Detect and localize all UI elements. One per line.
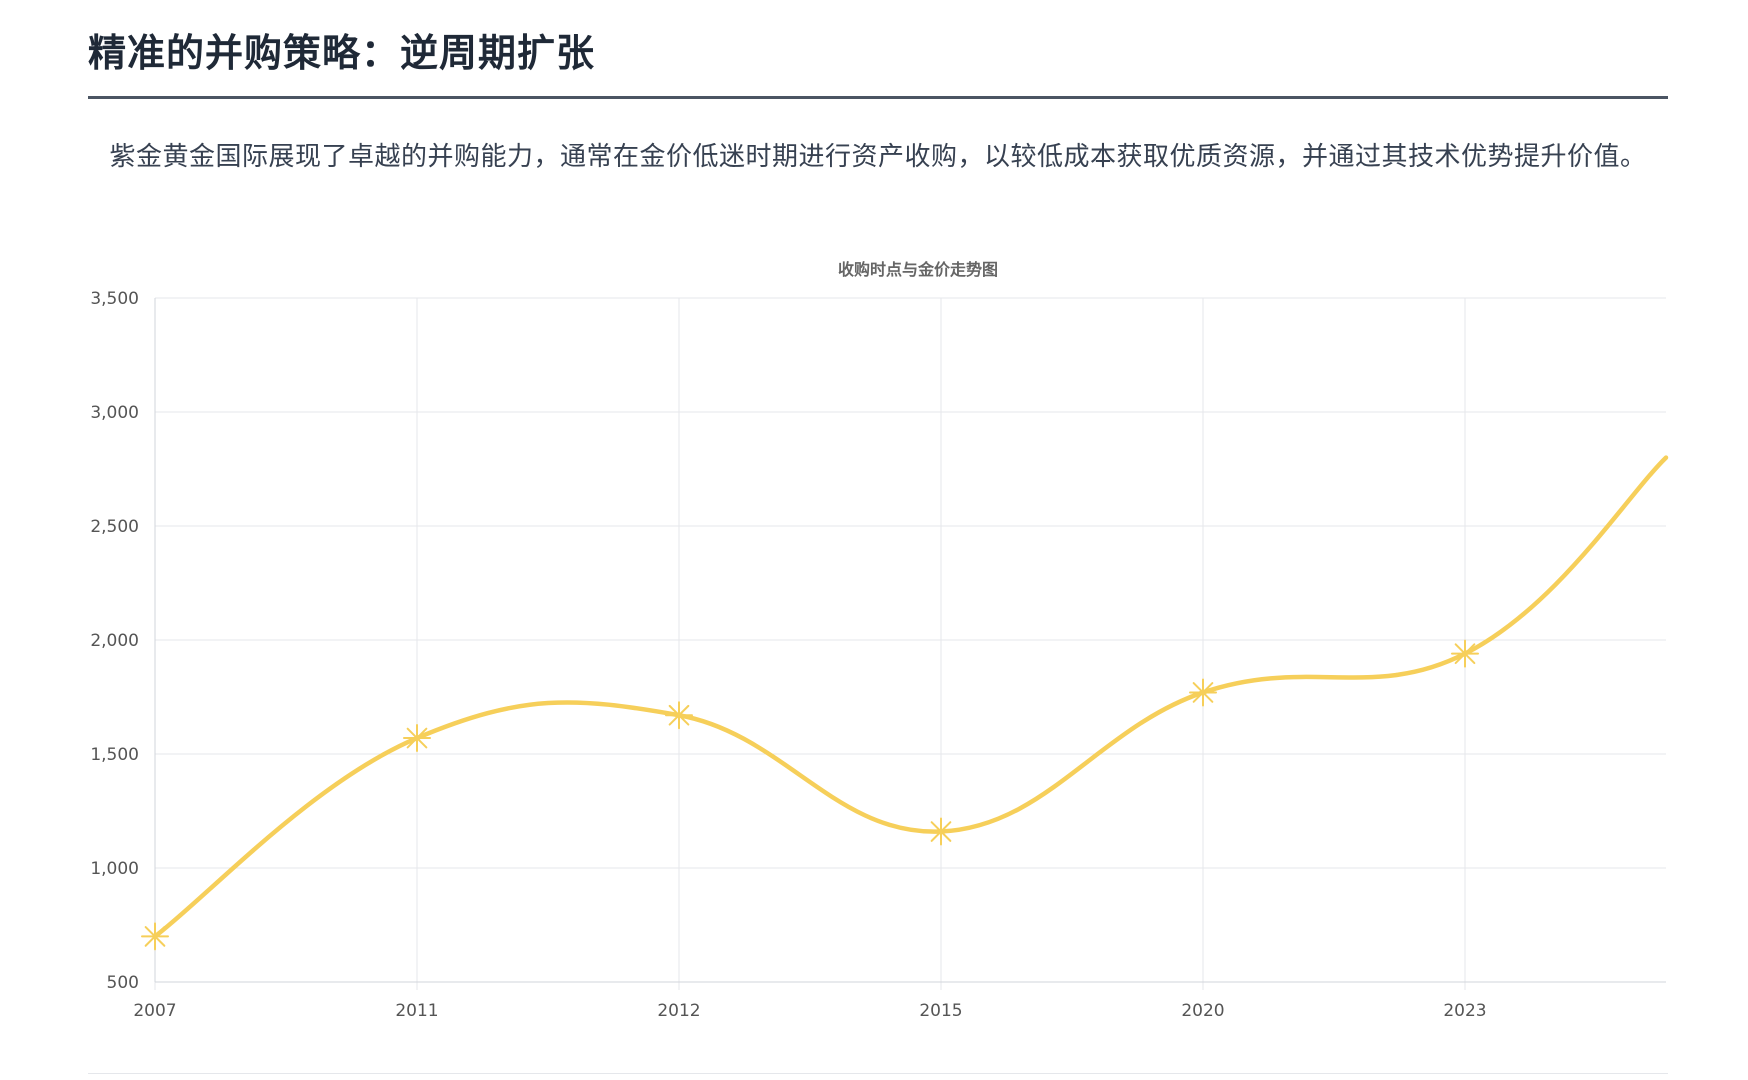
chart-markers	[141, 639, 1479, 951]
y-tick-label: 2,000	[90, 631, 139, 651]
gold-price-line	[152, 455, 1669, 939]
x-tick-label: 2023	[1443, 1001, 1486, 1021]
data-point-marker	[927, 817, 955, 846]
section-description: 紫金黄金国际展现了卓越的并购能力，通常在金价低迷时期进行资产收购，以较低成本获取…	[109, 142, 1647, 172]
chart-title: 收购时点与金价走势图	[838, 260, 998, 279]
y-tick-label: 2,500	[90, 517, 139, 537]
y-tick-label: 3,500	[90, 289, 139, 309]
x-tick-label: 2020	[1181, 1001, 1224, 1021]
chart-series	[152, 455, 1669, 939]
chart-grid	[154, 297, 1666, 990]
x-tick-label: 2012	[657, 1001, 700, 1021]
y-tick-label: 3,000	[90, 403, 139, 423]
chart-axes: 500 1,000 1,500 2,000 2,500 3,000 3,500 2007 201…	[90, 289, 1666, 1021]
title-divider	[88, 96, 1668, 99]
data-point-marker	[1189, 678, 1217, 707]
data-point-marker	[403, 724, 431, 753]
section-title: 精准的并购策略：逆周期扩张	[88, 31, 596, 75]
y-tick-label: 1,500	[90, 745, 139, 765]
y-tick-label: 1,000	[90, 859, 139, 879]
data-point-marker	[141, 922, 169, 951]
y-tick-label: 500	[107, 973, 139, 993]
data-point-marker	[1451, 639, 1479, 668]
x-tick-label: 2007	[133, 1001, 176, 1021]
x-tick-label: 2011	[395, 1001, 438, 1021]
x-tick-label: 2015	[919, 1001, 962, 1021]
acquisition-strategy-section: 精准的并购策略：逆周期扩张 紫金黄金国际展现了卓越的并购能力，通常在金价低迷时期…	[88, 0, 1668, 1080]
bottom-divider	[88, 1073, 1668, 1074]
data-point-marker	[665, 701, 693, 730]
